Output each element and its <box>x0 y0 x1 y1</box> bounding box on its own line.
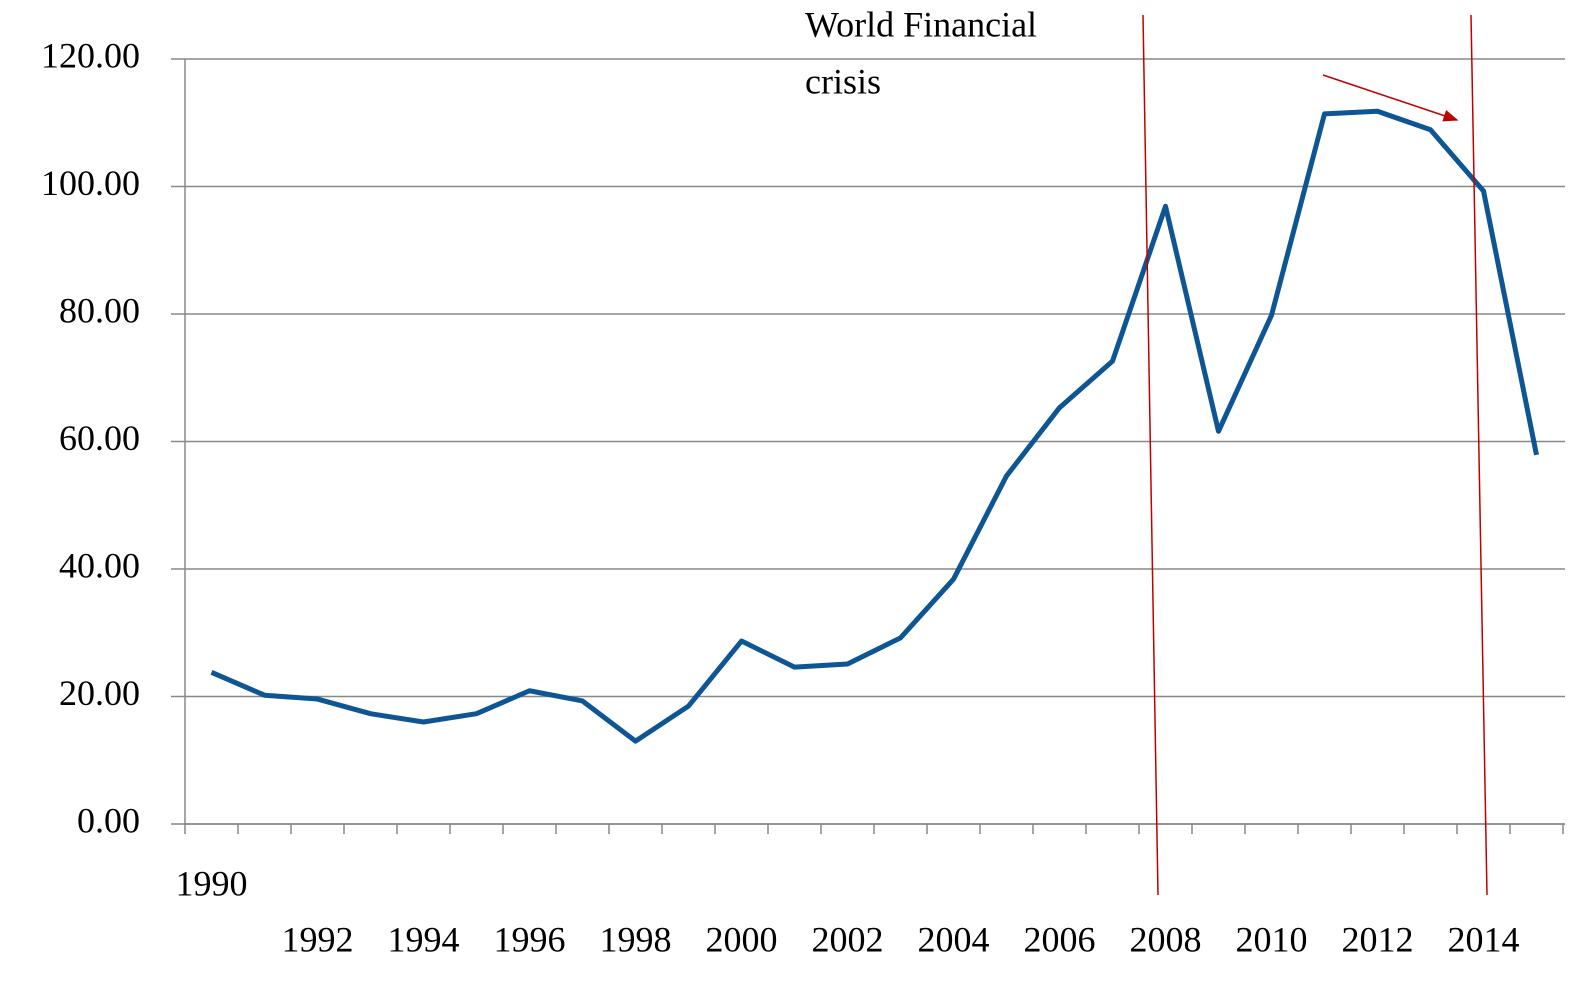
y-tick-label: 80.00 <box>59 290 140 330</box>
y-tick-label: 100.00 <box>41 163 140 203</box>
x-tick-label: 1994 <box>388 919 460 959</box>
x-tick-label: 2004 <box>918 919 990 959</box>
y-tick-label: 40.00 <box>59 545 140 585</box>
x-tick-label: 2002 <box>812 919 884 959</box>
annotation: World Financial <box>805 4 1037 44</box>
crisis-marker <box>1142 14 1159 896</box>
x-tick-label: 2000 <box>706 919 778 959</box>
x-tick-label: 1996 <box>494 919 566 959</box>
x-tick-label: 2008 <box>1130 919 1202 959</box>
x-tick-label: 2006 <box>1024 919 1096 959</box>
x-tick-label: 1998 <box>600 919 672 959</box>
arrow <box>1322 74 1459 122</box>
x-tick-label: 2012 <box>1342 919 1414 959</box>
x-tick-label: 1992 <box>282 919 354 959</box>
x-tick-label: 2010 <box>1236 919 1308 959</box>
y-tick-label: 20.00 <box>59 673 140 713</box>
x-tick-label: 1990 <box>176 863 248 903</box>
crisis-marker <box>1470 14 1488 896</box>
annotation: crisis <box>805 61 881 101</box>
y-tick-label: 0.00 <box>77 800 140 840</box>
y-tick-label: 60.00 <box>59 418 140 458</box>
x-tick-label: 2014 <box>1448 919 1520 959</box>
data-line <box>210 108 1539 744</box>
y-tick-label: 120.00 <box>41 35 140 75</box>
